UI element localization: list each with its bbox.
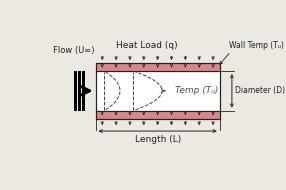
Text: Flow (U∞): Flow (U∞) (53, 46, 94, 55)
Text: Diameter (D): Diameter (D) (235, 86, 285, 95)
Bar (78, 71, 81, 111)
Bar (96, 111, 220, 119)
Text: Length (L): Length (L) (134, 135, 181, 144)
Text: Heat Load (q): Heat Load (q) (116, 41, 177, 50)
Bar (96, 63, 220, 71)
Bar (96, 71, 220, 111)
Bar (82, 71, 85, 111)
Text: Temp (Tᵤ): Temp (Tᵤ) (175, 86, 219, 95)
Text: Wall Temp (Tᵤ): Wall Temp (Tᵤ) (229, 41, 283, 50)
Bar (74, 71, 77, 111)
